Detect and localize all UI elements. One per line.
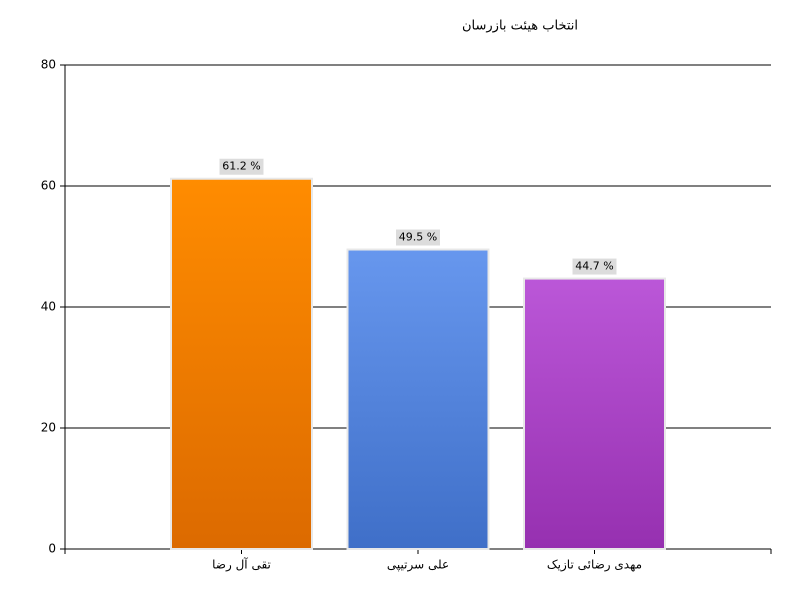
bar: [346, 248, 490, 550]
chart-title: انتخاب هیئت بازرسان: [462, 19, 578, 34]
y-tick-label: 20: [41, 421, 56, 435]
y-tick-label: 0: [48, 542, 56, 556]
bar: [523, 277, 666, 550]
value-label-bg: [219, 158, 264, 175]
y-tick-label: 60: [41, 179, 56, 193]
value-label-bg: [572, 258, 617, 275]
value-label: 44.7 %: [575, 260, 613, 273]
value-label-bg: [396, 229, 440, 246]
bar: [170, 177, 313, 551]
value-label: 61.2 %: [222, 160, 260, 173]
y-tick-label: 40: [41, 300, 56, 314]
value-label: 49.5 %: [399, 231, 437, 244]
y-tick-label: 80: [41, 58, 56, 72]
x-tick-label: مهدی رضائی تازیک: [547, 558, 642, 573]
x-tick-label: تقی آل رضا: [212, 557, 271, 573]
x-tick-label: علی سرتیپی: [387, 558, 449, 573]
